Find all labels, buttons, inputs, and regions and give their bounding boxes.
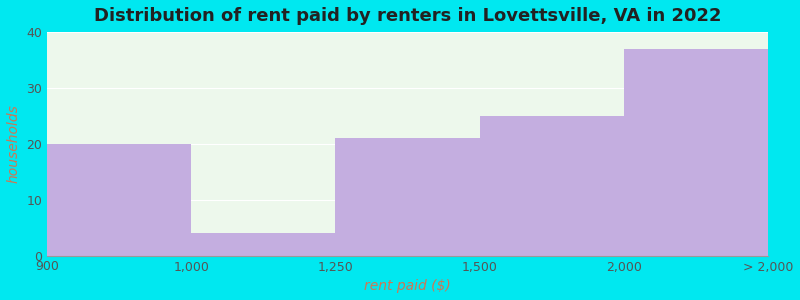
Bar xyxy=(335,138,480,256)
Y-axis label: households: households xyxy=(7,104,21,183)
Title: Distribution of rent paid by renters in Lovettsville, VA in 2022: Distribution of rent paid by renters in … xyxy=(94,7,722,25)
Bar xyxy=(191,233,335,256)
Bar xyxy=(624,49,768,256)
Bar xyxy=(47,144,191,256)
X-axis label: rent paid ($): rent paid ($) xyxy=(364,279,451,293)
Bar xyxy=(480,116,624,256)
